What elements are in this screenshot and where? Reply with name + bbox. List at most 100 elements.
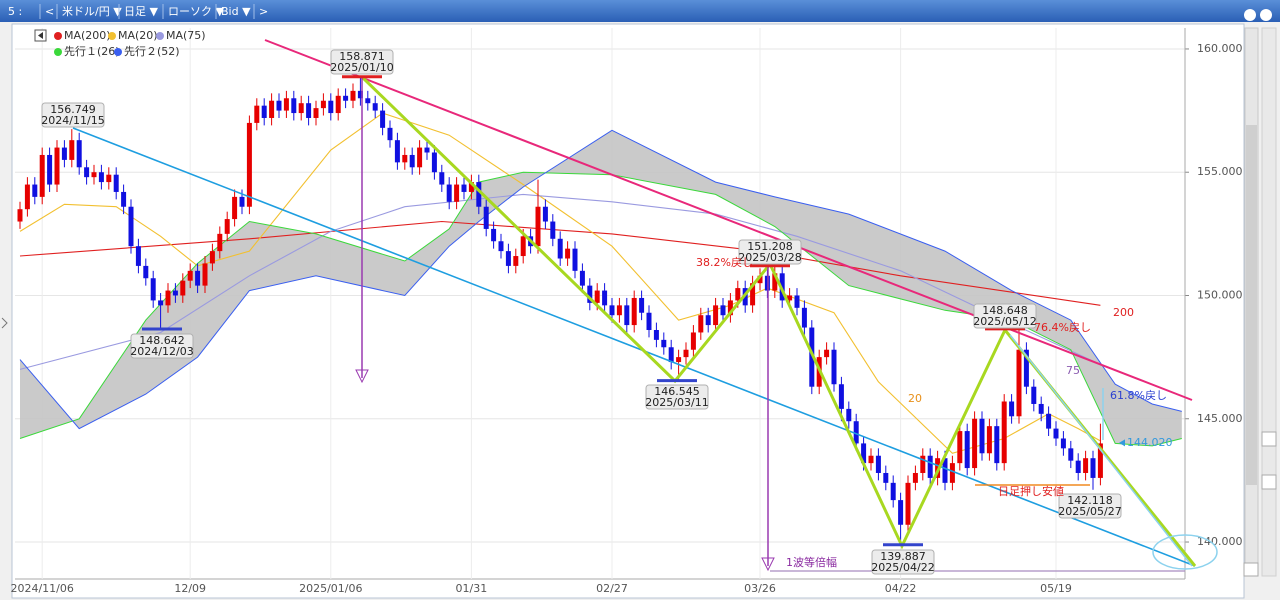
side-button[interactable] bbox=[1261, 431, 1277, 447]
price-label-box bbox=[330, 49, 394, 75]
candle-body bbox=[735, 288, 741, 301]
date-label: 2024/12/03 bbox=[130, 345, 193, 358]
toolbar-item[interactable]: ローソク ▼ bbox=[168, 5, 224, 18]
price-label: 158.871 bbox=[339, 50, 385, 63]
toolbar-item[interactable]: 米ドル/円 ▼ bbox=[62, 5, 122, 18]
candle-body bbox=[557, 238, 563, 259]
candle-body bbox=[39, 154, 45, 197]
side-button[interactable] bbox=[1261, 474, 1277, 490]
price-label-box bbox=[738, 239, 802, 265]
legend-label: 先行２(52) bbox=[124, 45, 180, 58]
candle-body bbox=[476, 182, 482, 207]
price-label-box bbox=[645, 384, 709, 410]
candle-body bbox=[69, 140, 75, 160]
candle-body bbox=[942, 458, 948, 483]
scroll-thumb[interactable] bbox=[1246, 125, 1257, 485]
legend-swatch bbox=[114, 48, 122, 56]
candle-body bbox=[898, 500, 904, 525]
candle-body bbox=[653, 330, 659, 340]
candle-body bbox=[757, 275, 763, 284]
price-label-box bbox=[130, 333, 194, 359]
x-tick-label: 12/09 bbox=[174, 582, 206, 595]
price-label: 156.749 bbox=[50, 103, 96, 116]
candle-body bbox=[431, 152, 437, 173]
candle-body bbox=[343, 95, 349, 101]
candle-body bbox=[165, 290, 171, 306]
toolbar-item[interactable]: < bbox=[45, 5, 54, 18]
legend-swatch bbox=[54, 48, 62, 56]
candle-body bbox=[890, 482, 896, 501]
x-tick-label: 02/27 bbox=[596, 582, 628, 595]
candle-body bbox=[594, 290, 600, 303]
candle-body bbox=[372, 103, 378, 111]
date-label: 2025/03/28 bbox=[738, 251, 801, 264]
candle-body bbox=[254, 105, 260, 123]
candle-body bbox=[853, 421, 859, 444]
date-label: 2025/04/22 bbox=[871, 561, 934, 574]
candle-body bbox=[357, 90, 363, 99]
arrow-head bbox=[355, 369, 369, 384]
scroll-down[interactable] bbox=[1243, 562, 1259, 577]
settings-icon[interactable] bbox=[1244, 9, 1256, 21]
note: 61.8%戻し bbox=[1110, 389, 1167, 402]
candle-body bbox=[350, 90, 356, 101]
y-tick-label: 145.000 bbox=[1197, 412, 1243, 425]
candle-body bbox=[1016, 349, 1022, 417]
x-tick-label: 04/22 bbox=[885, 582, 917, 595]
candle-body bbox=[905, 482, 911, 525]
candle-body bbox=[1031, 386, 1037, 404]
note: 38.2%戻し bbox=[696, 256, 753, 269]
price-label-box bbox=[41, 102, 105, 128]
toolbar-items: 5 : < 米ドル/円 ▼ 日足 ▼ ローソク ▼Bid ▼ > bbox=[8, 4, 268, 19]
candle-body bbox=[1083, 458, 1089, 473]
note: 200 bbox=[1113, 306, 1134, 319]
note: 日足押し安値 bbox=[998, 484, 1064, 498]
candle-body bbox=[661, 339, 667, 348]
indicator-line bbox=[19, 171, 1182, 447]
candle-body bbox=[639, 297, 645, 313]
legend-label: 先行１(26) bbox=[64, 45, 120, 58]
candle-body bbox=[994, 426, 1000, 464]
candle-body bbox=[1068, 448, 1074, 461]
candle-body bbox=[646, 312, 652, 331]
candle-body bbox=[32, 184, 38, 197]
toolbar-item[interactable]: 5 : bbox=[8, 5, 22, 18]
candle-body bbox=[520, 236, 526, 257]
candle-body bbox=[1060, 438, 1066, 449]
price-label-box bbox=[871, 549, 935, 575]
candle-body bbox=[690, 332, 696, 350]
candle-body bbox=[402, 154, 408, 163]
cloud-fill bbox=[20, 130, 1182, 446]
x-tick-label: 05/19 bbox=[1040, 582, 1072, 595]
candle-body bbox=[446, 184, 452, 202]
toolbar bbox=[0, 0, 1280, 22]
support-line bbox=[72, 127, 1196, 567]
candle-body bbox=[1046, 413, 1052, 429]
candle-body bbox=[424, 147, 430, 153]
candle-body bbox=[135, 246, 141, 266]
candle-body bbox=[698, 315, 704, 333]
candle-body bbox=[1075, 460, 1081, 473]
candle-body bbox=[276, 100, 282, 111]
candle-body bbox=[809, 327, 815, 387]
toolbar-item[interactable]: 日足 ▼ bbox=[124, 5, 158, 18]
candle-body bbox=[84, 167, 90, 178]
candle-body bbox=[1090, 458, 1096, 478]
legend-label: MA(20) bbox=[118, 29, 158, 42]
close-icon[interactable] bbox=[1260, 9, 1272, 21]
candle-body bbox=[483, 206, 489, 229]
candle-body bbox=[920, 455, 926, 473]
side-panel bbox=[1261, 27, 1277, 577]
left-collapse[interactable] bbox=[1, 317, 8, 329]
candle-body bbox=[283, 98, 289, 111]
toolbar-item[interactable]: Bid ▼ bbox=[221, 5, 251, 18]
candle-body bbox=[1009, 401, 1015, 417]
candle-body bbox=[727, 300, 733, 316]
candle-body bbox=[394, 140, 400, 163]
candle-body bbox=[824, 349, 830, 358]
candle-body bbox=[417, 147, 423, 168]
toolbar-item[interactable]: > bbox=[259, 5, 268, 18]
